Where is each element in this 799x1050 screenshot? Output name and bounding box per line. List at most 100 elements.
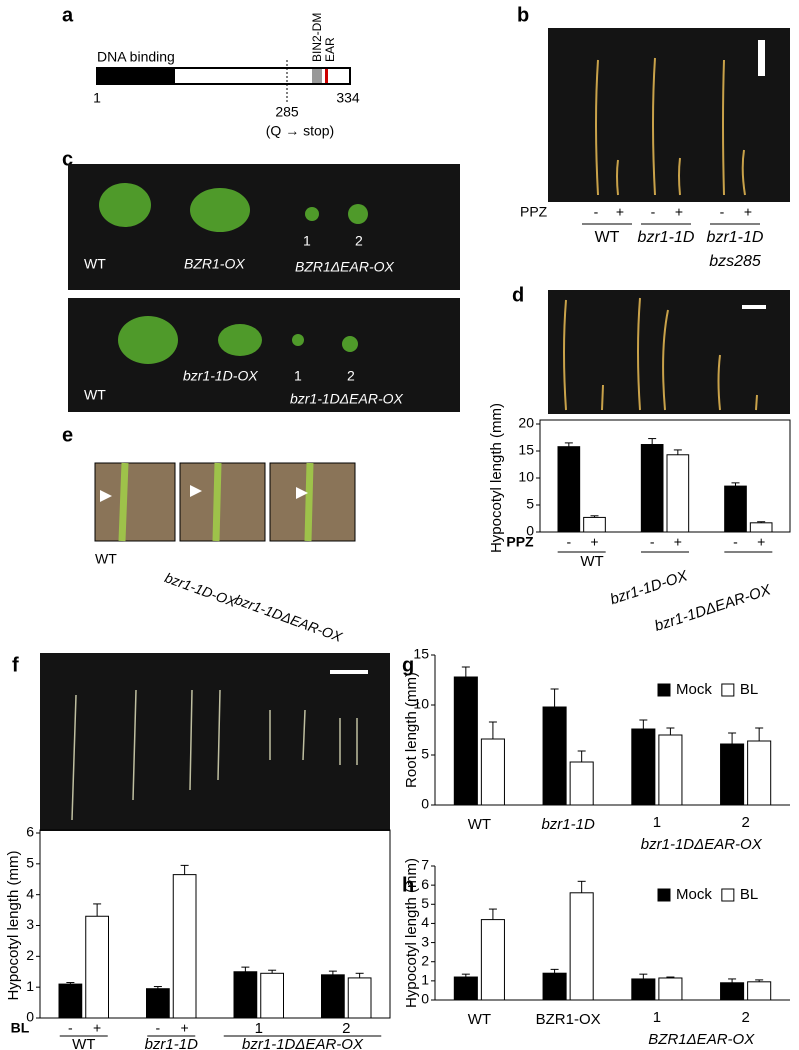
y-tick-label: 0 bbox=[26, 1009, 34, 1025]
seedlings bbox=[563, 297, 758, 411]
y-tick-label: 4 bbox=[421, 914, 429, 930]
bar bbox=[542, 972, 567, 1001]
bar bbox=[146, 988, 170, 1019]
bar bbox=[569, 892, 594, 1001]
y-tick-label: 5 bbox=[26, 855, 34, 871]
y-tick-label: 0 bbox=[526, 523, 534, 539]
rosettes bbox=[99, 183, 368, 364]
photo bbox=[68, 164, 460, 290]
panel-letter: f bbox=[12, 654, 19, 676]
y-tick-label: 3 bbox=[421, 933, 429, 949]
genotype: BZR1ΔEAR-OX bbox=[295, 259, 395, 275]
y-tick-label: 10 bbox=[518, 469, 534, 485]
y-tick-label: 3 bbox=[26, 916, 34, 932]
panel-letter: b bbox=[517, 4, 529, 26]
photo bbox=[94, 462, 176, 542]
y-tick-label: 15 bbox=[413, 646, 429, 662]
motif-label: EAR bbox=[323, 37, 337, 62]
bar bbox=[640, 444, 664, 533]
legend-swatch bbox=[657, 888, 671, 902]
sign: + bbox=[590, 534, 598, 550]
category-label: bzr1-1D bbox=[145, 1036, 199, 1050]
sign: + bbox=[93, 1020, 101, 1036]
legend-label: BL bbox=[740, 681, 758, 698]
seedlings bbox=[71, 689, 358, 821]
treatment-label: BL bbox=[11, 1020, 30, 1036]
sign: - bbox=[156, 1020, 161, 1036]
y-axis-label: Hypocotyl length (mm) bbox=[488, 403, 505, 553]
sign: - bbox=[650, 534, 655, 550]
photo bbox=[40, 653, 390, 831]
bar bbox=[85, 915, 109, 1019]
domain-label: DNA binding bbox=[97, 49, 175, 65]
y-axis-label: Hypocotyl length (mm) bbox=[403, 858, 420, 1008]
y-tick-label: 20 bbox=[518, 415, 534, 431]
sign: + bbox=[616, 204, 624, 220]
group-label: bzr1-1DΔEAR-OX bbox=[641, 836, 763, 853]
category-label: bzr1-1D bbox=[541, 816, 595, 833]
category-label: WT bbox=[468, 1011, 491, 1028]
panel-letter: a bbox=[62, 4, 74, 26]
bar bbox=[480, 738, 505, 806]
photo bbox=[179, 462, 266, 542]
y-tick-label: 7 bbox=[421, 857, 429, 873]
bar bbox=[720, 743, 745, 806]
bar bbox=[347, 977, 372, 1019]
y-axis-label: Hypocotyl length (mm) bbox=[5, 850, 22, 1000]
line-number: 2 bbox=[347, 368, 355, 384]
category-label: 1 bbox=[255, 1020, 263, 1037]
genotype: bzr1-1D bbox=[707, 229, 764, 246]
category-label: 2 bbox=[741, 1009, 749, 1026]
genotype: bzr1-1DΔEAR-OX bbox=[290, 391, 404, 407]
category-label: WT bbox=[468, 816, 491, 833]
bar bbox=[260, 972, 284, 1019]
photo bbox=[548, 290, 790, 414]
sign: + bbox=[757, 534, 765, 550]
category-label: 2 bbox=[741, 814, 749, 831]
legend-swatch bbox=[657, 683, 671, 697]
y-tick-label: 6 bbox=[421, 876, 429, 892]
bar bbox=[542, 706, 567, 806]
category-label: WT bbox=[580, 553, 603, 570]
stems bbox=[118, 462, 314, 542]
y-tick-label: 4 bbox=[26, 885, 34, 901]
photo bbox=[548, 28, 790, 202]
genotype: bzr1-1D-OX bbox=[183, 368, 258, 384]
category-label: 2 bbox=[342, 1020, 350, 1037]
group-label: BZR1ΔEAR-OX bbox=[648, 1031, 755, 1048]
bar bbox=[658, 977, 683, 1001]
category-label: 1 bbox=[653, 1009, 661, 1026]
bar bbox=[583, 516, 606, 533]
sign: - bbox=[594, 204, 599, 220]
bar bbox=[631, 978, 656, 1001]
treatment-label: PPZ bbox=[520, 204, 548, 220]
y-tick-label: 5 bbox=[421, 746, 429, 762]
bar bbox=[658, 734, 683, 806]
y-tick-label: 5 bbox=[526, 496, 534, 512]
sign: - bbox=[720, 204, 725, 220]
genotype: WT bbox=[595, 229, 620, 246]
panel-letter: c bbox=[62, 148, 73, 170]
bar bbox=[666, 454, 690, 533]
bin2-dm-domain bbox=[312, 69, 322, 83]
legend-label: Mock bbox=[676, 681, 712, 698]
bar bbox=[453, 676, 478, 806]
category-label: 1 bbox=[653, 814, 661, 831]
legend-swatch bbox=[721, 683, 735, 697]
genotype: bzr1-1D bbox=[638, 229, 695, 246]
bar bbox=[747, 740, 772, 806]
sign: + bbox=[674, 534, 682, 550]
panel-letter: e bbox=[62, 424, 73, 446]
mutation-label: (Q → stop) bbox=[266, 123, 334, 139]
line-number: 1 bbox=[303, 233, 311, 249]
y-tick-label: 10 bbox=[413, 696, 429, 712]
group-label: bzr1-1DΔEAR-OX bbox=[242, 1036, 364, 1050]
y-tick-label: 15 bbox=[518, 442, 534, 458]
y-tick-label: 1 bbox=[26, 978, 34, 994]
motif-label: BIN2-DM bbox=[310, 13, 324, 62]
bar bbox=[453, 976, 478, 1001]
bar bbox=[557, 446, 581, 533]
line-number: 2 bbox=[355, 233, 363, 249]
legend-swatch bbox=[721, 888, 735, 902]
ear-motif bbox=[325, 69, 328, 83]
